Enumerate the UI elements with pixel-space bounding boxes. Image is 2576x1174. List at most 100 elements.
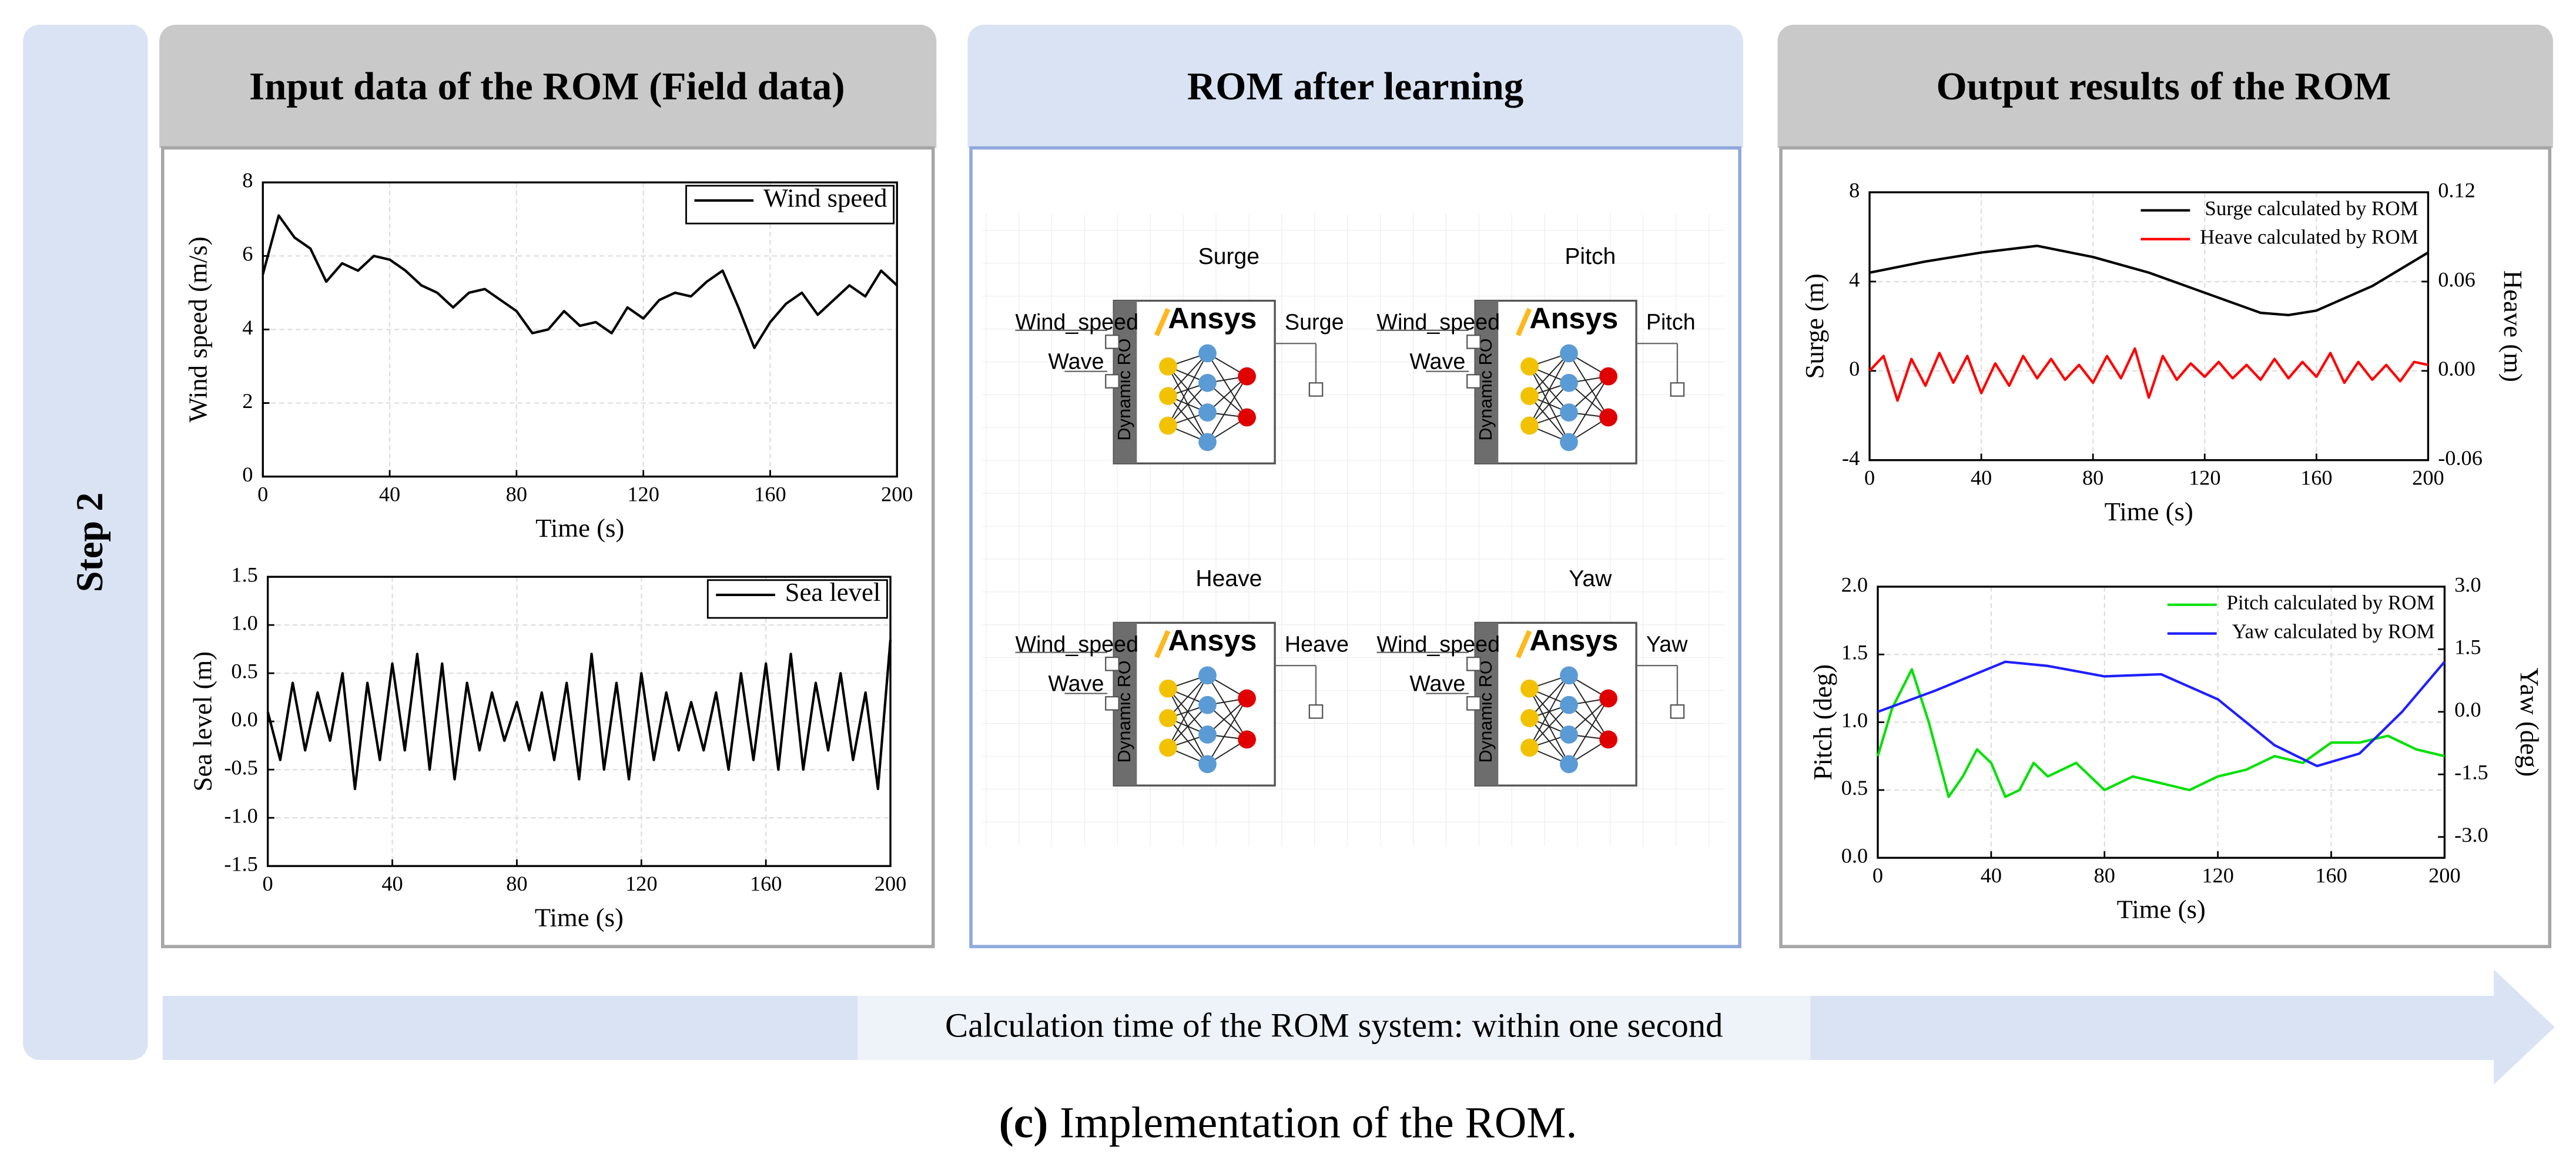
nn-input-node	[1520, 416, 1539, 435]
nn-edge	[1167, 353, 1208, 397]
nn-input-node	[1159, 387, 1177, 406]
panel-header	[967, 115, 1743, 148]
nn-edge	[1207, 698, 1248, 765]
rom-brand: Ansys	[1529, 301, 1618, 335]
y2-tick-label: -0.06	[2438, 446, 2483, 470]
nn-hidden-node	[1198, 373, 1217, 392]
series-line	[1869, 245, 2429, 317]
input-label: Wind_speed	[1015, 310, 1138, 335]
brand-slash	[1154, 307, 1171, 336]
legend-label: Surge calculated by ROM	[2205, 197, 2418, 220]
rom-brand: Ansys	[1168, 301, 1257, 335]
legend-label: Yaw calculated by ROM	[2232, 620, 2435, 643]
nn-edge	[1568, 675, 1609, 740]
y-axis-label: Wind speed (m/s)	[183, 236, 212, 422]
y-tick-label: 0	[242, 463, 253, 486]
arrow-label-box	[857, 995, 1811, 1060]
nn-edge	[1568, 698, 1609, 765]
nn-input-node	[1520, 357, 1539, 376]
nn-edge	[1529, 675, 1570, 719]
input-port	[1466, 335, 1481, 349]
y2-tick-label: 0.06	[2438, 267, 2475, 291]
y-tick-label: -4	[1842, 446, 1860, 470]
y-axis-label: Sea level (m)	[188, 651, 217, 791]
x-axis-label: Time (s)	[2117, 895, 2206, 924]
nn-output-node	[1599, 408, 1617, 427]
legend: Surge calculated by ROM Heave calculated …	[2140, 197, 2418, 249]
panel-title: Output results of the ROM	[1936, 64, 2391, 108]
nn-edge	[1568, 353, 1609, 418]
y-tick-label: 0.5	[231, 660, 257, 683]
nn-hidden-node	[1198, 344, 1217, 363]
rom-brand: Ansys	[1529, 623, 1618, 657]
input-label: Wave	[1409, 349, 1465, 374]
rom-block: Pitch Dynamic RO Ansys Wind_speed Wave Pitch	[1376, 244, 1696, 464]
output-port	[1670, 704, 1685, 719]
y-tick-label: 0	[1849, 357, 1860, 380]
x-tick-label: 80	[506, 483, 527, 506]
y-tick-label: -1.5	[224, 852, 258, 875]
x-tick-label: 160	[750, 872, 782, 895]
nn-hidden-node	[1198, 433, 1217, 451]
nn-hidden-node	[1198, 725, 1217, 744]
x-tick-label: 0	[263, 872, 273, 895]
output-port	[1308, 704, 1324, 719]
legend-label: Wind speed	[763, 183, 887, 212]
nn-input-node	[1159, 679, 1177, 698]
legend: Wind speed	[685, 183, 895, 225]
rom-side-label: Dynamic RO	[1114, 338, 1134, 440]
nn-input-node	[1520, 387, 1539, 406]
y-tick-label: 0.0	[231, 707, 257, 731]
input-label: Wind_speed	[1015, 632, 1138, 657]
nn-edge	[1529, 353, 1570, 397]
series-line	[1868, 347, 2428, 402]
nn-edge	[1207, 353, 1248, 418]
y-tick-label: -1.0	[224, 804, 258, 827]
legend-frame	[706, 579, 888, 619]
y-tick-label: 0.0	[1841, 844, 1868, 868]
rom-block: Yaw Dynamic RO Ansys Wind_speed Wave Yaw	[1376, 566, 1688, 787]
x-tick-label: 40	[1971, 466, 1992, 490]
nn-input-node	[1159, 738, 1177, 757]
x-tick-label: 160	[2315, 864, 2347, 887]
x-tick-label: 120	[627, 483, 659, 506]
nn-output-node	[1238, 689, 1256, 708]
legend-label: Sea level	[785, 577, 881, 607]
input-port	[1105, 374, 1120, 389]
legend-background	[708, 580, 887, 618]
y-tick-label: 4	[1849, 267, 1860, 291]
input-label: Wave	[1048, 671, 1104, 696]
input-port	[1105, 335, 1120, 349]
input-port	[1105, 657, 1120, 671]
series-line	[1877, 660, 2446, 768]
nn-edge	[1167, 675, 1208, 719]
series-line	[266, 639, 892, 791]
y2-tick-label: 0.12	[2438, 178, 2475, 202]
nn-hidden-node	[1560, 695, 1578, 714]
rom-side-label: Dynamic RO	[1475, 338, 1496, 440]
nn-edge	[1529, 382, 1570, 426]
nn-output-node	[1599, 689, 1617, 708]
x-tick-label: 200	[2428, 864, 2461, 887]
y2-tick-label: -1.5	[2454, 761, 2488, 784]
nn-input-node	[1159, 357, 1177, 376]
x-tick-label: 0	[1864, 466, 1875, 490]
nn-output-node	[1238, 408, 1256, 427]
rom-title: Pitch	[1565, 244, 1616, 269]
y2-axis-label: Heave (m)	[2498, 270, 2528, 382]
output-port	[1670, 382, 1685, 397]
y2-tick-label: 0.0	[2454, 698, 2481, 721]
x-tick-label: 0	[257, 483, 268, 506]
nn-hidden-node	[1560, 725, 1578, 744]
caption: (c) Implementation of the ROM.	[999, 1099, 1577, 1148]
x-tick-label: 80	[506, 872, 527, 895]
nn-edge	[1167, 704, 1208, 748]
legend-frame	[685, 185, 895, 225]
x-tick-label: 120	[2202, 864, 2234, 887]
x-tick-label: 40	[379, 483, 400, 506]
x-tick-label: 40	[381, 872, 403, 895]
arrow-label: Calculation time of the ROM system: with…	[945, 1006, 1723, 1044]
y-tick-label: 1.5	[1841, 641, 1868, 664]
